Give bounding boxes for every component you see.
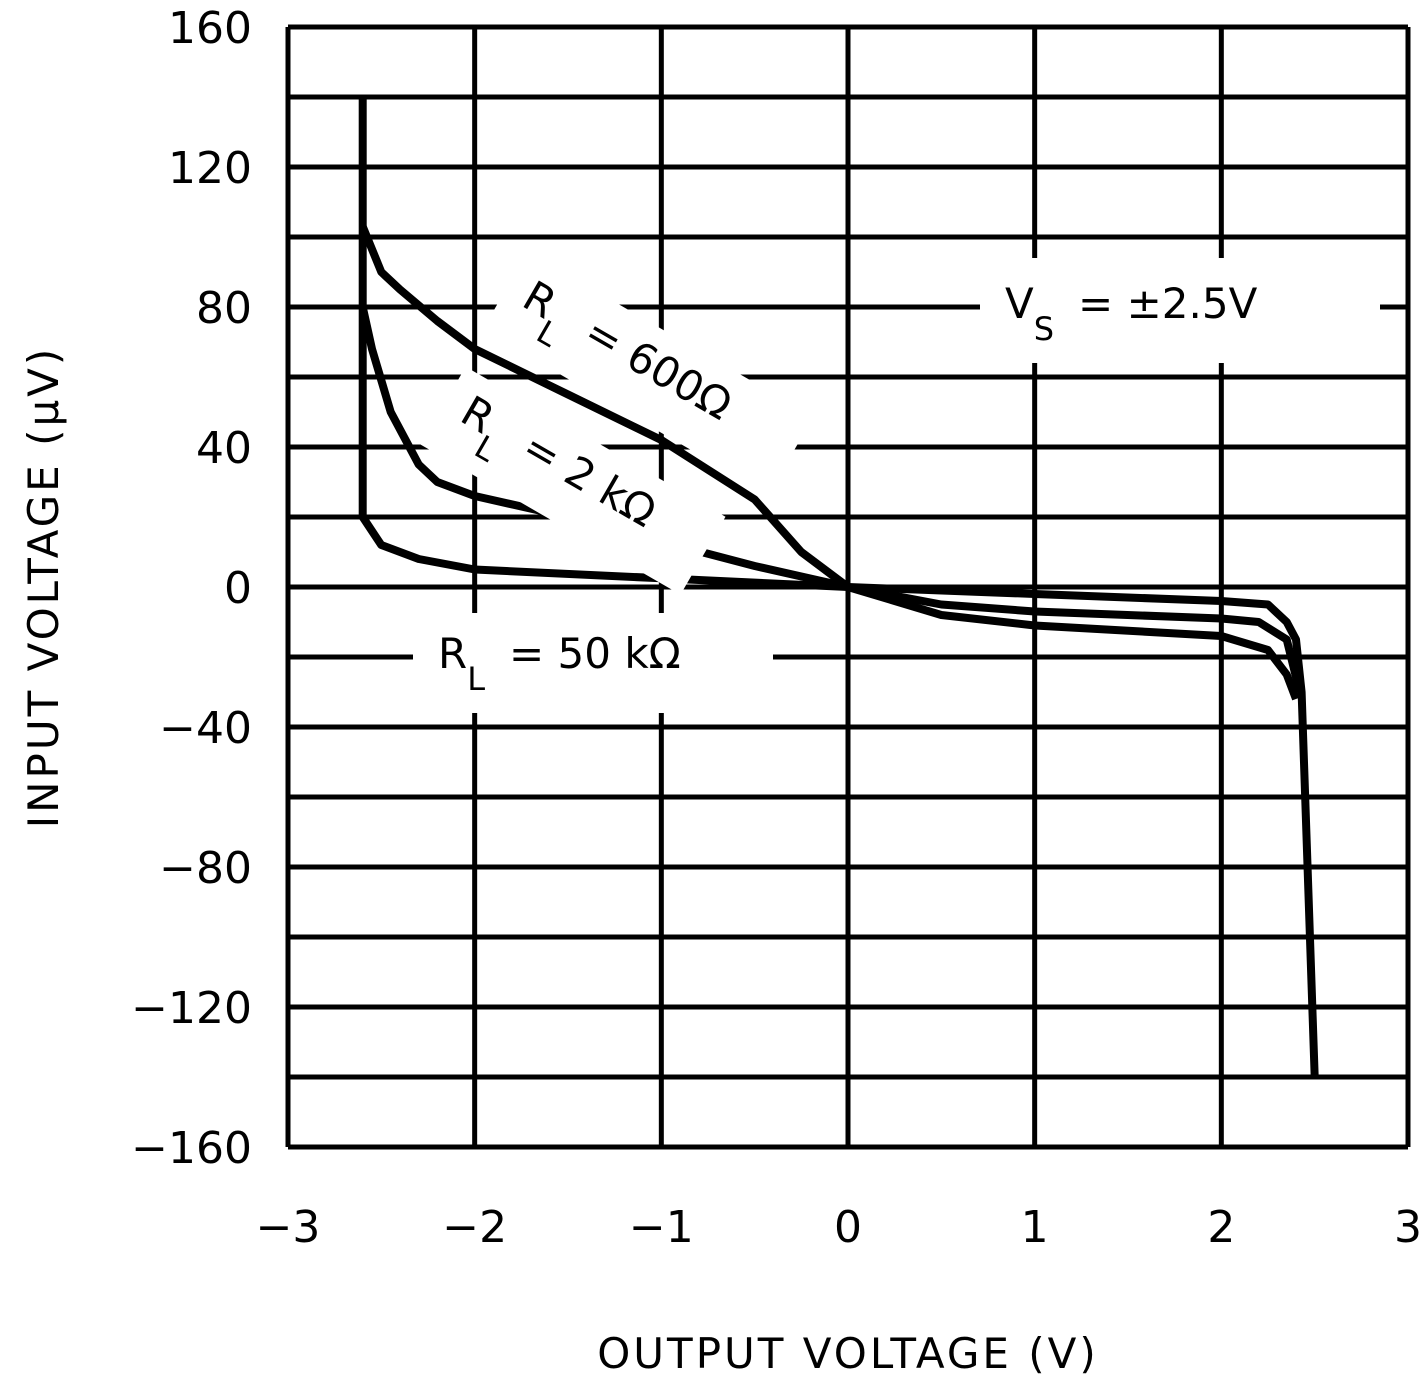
y-tick-label: −80 bbox=[159, 843, 252, 894]
y-tick-labels: 160 120 80 40 0 −40 −80 −120 −160 bbox=[131, 3, 252, 1174]
y-tick-label: 80 bbox=[196, 283, 252, 334]
series-line-0 bbox=[358, 97, 1319, 1078]
x-tick-label: 1 bbox=[1021, 1202, 1049, 1253]
grid bbox=[285, 24, 1411, 1150]
y-tick-label: 160 bbox=[168, 3, 252, 54]
svg-text:VS= ±2.5V: VS= ±2.5V bbox=[1005, 279, 1258, 348]
x-tick-label: −1 bbox=[629, 1202, 694, 1253]
svg-text:RL= 50 kΩ: RL= 50 kΩ bbox=[438, 629, 681, 698]
y-tick-label: 0 bbox=[224, 563, 252, 614]
y-tick-label: 120 bbox=[168, 143, 252, 194]
x-tick-labels: −3 −2 −1 0 1 2 3 bbox=[256, 1202, 1421, 1253]
y-tick-label: −160 bbox=[131, 1123, 252, 1174]
x-tick-label: 0 bbox=[834, 1202, 862, 1253]
series-line-1 bbox=[358, 306, 1304, 693]
y-tick-label: −40 bbox=[159, 703, 252, 754]
y-tick-label: −120 bbox=[131, 983, 252, 1034]
x-tick-label: −3 bbox=[256, 1202, 321, 1253]
x-tick-label: −2 bbox=[442, 1202, 507, 1253]
x-axis-title: OUTPUT VOLTAGE (V) bbox=[597, 1329, 1099, 1377]
series-line-2 bbox=[358, 224, 1300, 701]
x-tick-label: 3 bbox=[1394, 1202, 1421, 1253]
x-tick-label: 2 bbox=[1207, 1202, 1235, 1253]
annotation-vs: VS= ±2.5V bbox=[980, 258, 1380, 363]
y-tick-label: 40 bbox=[196, 423, 252, 474]
annotation-rl-50k: RL= 50 kΩ bbox=[413, 613, 773, 713]
curves bbox=[358, 97, 1319, 1078]
y-axis-title: INPUT VOLTAGE (μV) bbox=[19, 346, 68, 829]
